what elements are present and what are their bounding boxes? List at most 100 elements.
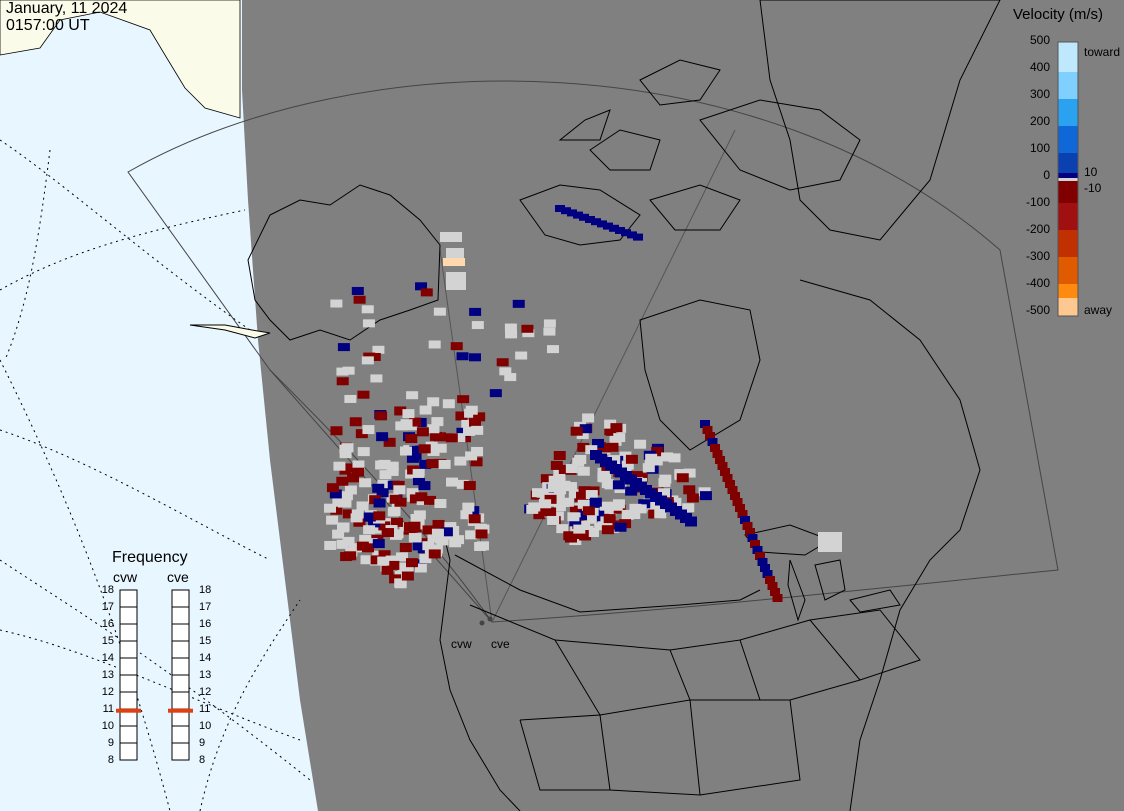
colorbar-away-1 [1058, 181, 1078, 203]
velocity-cell [446, 272, 466, 290]
velocity-cell [683, 485, 696, 495]
velocity-cell [682, 503, 695, 513]
velocity-tick-0: 500 [1029, 33, 1050, 47]
velocity-cell [422, 541, 435, 551]
velocity-cell [554, 485, 567, 495]
velocity-cell [504, 323, 517, 332]
velocity-cell [406, 391, 419, 400]
velocity-cell [597, 467, 610, 477]
velocity-cell [435, 534, 448, 544]
velocity-cell [431, 417, 444, 427]
coastline-alaska [247, 184, 441, 341]
velocity-cell [471, 425, 484, 435]
velocity-cell [361, 305, 374, 314]
velocity-cell [577, 499, 590, 509]
velocity-cell [446, 530, 459, 540]
velocity-cell [342, 366, 355, 375]
coastline-west [439, 519, 521, 811]
velocity-cell [470, 457, 483, 467]
velocity-cell [587, 514, 600, 524]
velocity-cell [385, 555, 398, 565]
velocity-cell [368, 352, 381, 361]
velocity-cell [613, 433, 626, 443]
velocity-cell [557, 497, 570, 507]
velocity-cell [710, 444, 720, 452]
frequency-tick-left-2: 16 [101, 618, 114, 630]
velocity-cell [352, 460, 365, 470]
velocity-cell [342, 509, 355, 519]
velocity-cell [521, 324, 534, 333]
colorbar-toward-2 [1058, 72, 1078, 99]
velocity-cell [416, 427, 429, 437]
velocity-cell [453, 433, 466, 443]
velocity-cell [418, 481, 431, 491]
velocity-cell [592, 438, 605, 448]
velocity-cell [648, 509, 661, 519]
velocity-cell [332, 529, 345, 539]
velocity-cell [603, 514, 616, 524]
velocity-cell [686, 493, 699, 503]
velocity-cell [737, 510, 748, 518]
frequency-tick-right-10: 8 [199, 754, 206, 766]
velocity-cell [669, 497, 682, 507]
velocity-cell [438, 459, 451, 469]
velocity-cell [572, 457, 585, 467]
velocity-cell [473, 412, 486, 422]
velocity-cell [399, 446, 412, 456]
velocity-cell [344, 485, 357, 495]
velocity-cell [440, 527, 453, 537]
velocity-cell [362, 319, 375, 328]
velocity-cell [336, 367, 349, 376]
velocity-cell [352, 467, 365, 477]
velocity-cell [608, 455, 621, 465]
velocity-cell [475, 529, 488, 539]
time-label: 0157:00 UT [6, 17, 90, 34]
velocity-cell [432, 519, 445, 529]
velocity-cell [460, 510, 473, 520]
velocity-cell [409, 450, 422, 460]
velocity-cell [567, 512, 580, 522]
toward-label: toward [1084, 45, 1121, 59]
velocity-cell [373, 511, 386, 521]
velocity-cell [329, 489, 342, 499]
frequency-tick-right-1: 17 [199, 601, 212, 613]
velocity-cell [496, 358, 509, 367]
velocity-cell [372, 345, 385, 354]
velocity-cell [419, 405, 432, 415]
velocity-cell [767, 582, 778, 590]
velocity-cell [504, 373, 517, 382]
velocity-cell [454, 456, 467, 466]
velocity-tick-1: 400 [1029, 60, 1050, 74]
velocity-cell [539, 499, 552, 509]
velocity-cell [424, 495, 437, 505]
velocity-cell [515, 351, 528, 360]
velocity-cell [499, 367, 512, 376]
frequency-tick-left-8: 10 [101, 720, 114, 732]
frequency-tick-right-4: 14 [199, 652, 212, 664]
velocity-cell [400, 419, 413, 429]
velocity-cell [361, 356, 374, 365]
velocity-cell [707, 438, 718, 446]
velocity-cell [558, 464, 571, 474]
velocity-cell [565, 464, 578, 474]
velocity-cell [339, 465, 352, 475]
velocity-cell [422, 525, 435, 535]
velocity-cells [324, 205, 842, 602]
velocity-cell [463, 481, 476, 491]
velocity-cell [369, 524, 382, 534]
velocity-cell [614, 522, 627, 532]
frequency-tick-right-2: 16 [199, 618, 212, 630]
velocity-cell [468, 353, 481, 362]
velocity-cell [619, 451, 632, 461]
frequency-radar-cve: cve [167, 569, 189, 585]
velocity-cell [553, 450, 566, 460]
fov-outline [127, 80, 1059, 623]
frequency-tick-left-9: 9 [107, 737, 114, 749]
velocity-cell [818, 532, 842, 552]
frequency-tick-right-5: 13 [199, 669, 212, 681]
velocity-cell [351, 286, 364, 295]
velocity-cell [564, 482, 577, 492]
velocity-cell [393, 485, 406, 495]
velocity-cell [390, 517, 403, 527]
